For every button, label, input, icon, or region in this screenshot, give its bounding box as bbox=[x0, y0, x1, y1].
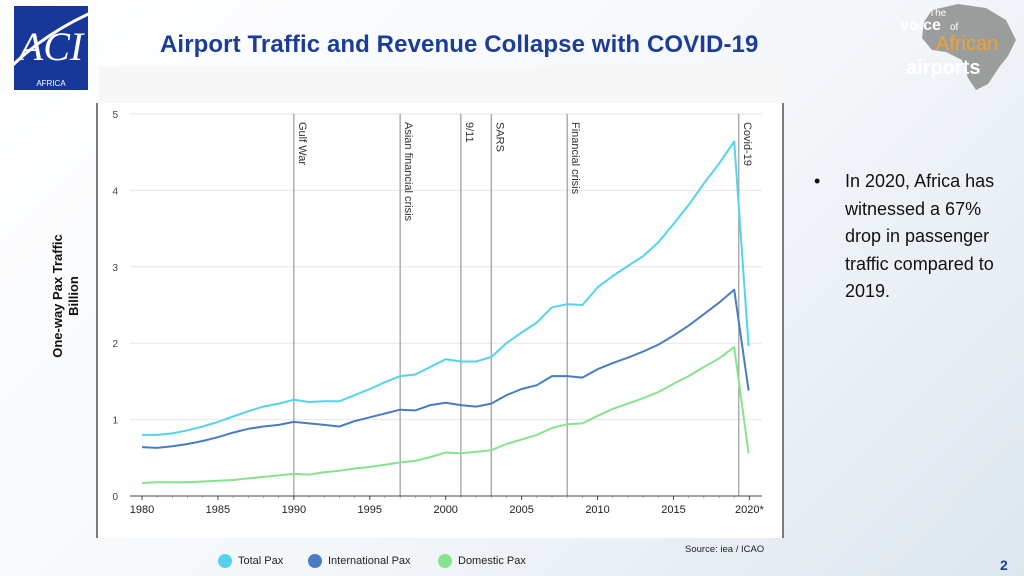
y-axis-label: One-way Pax Traffic Billion bbox=[50, 234, 82, 358]
y-tick-label-2: 2 bbox=[112, 339, 118, 350]
x-tick-label-1995: 1995 bbox=[358, 504, 382, 516]
summary-text: In 2020, Africa has witnessed a 67% drop… bbox=[845, 171, 995, 301]
aci-africa-logo: ACI AFRICA bbox=[4, 6, 103, 90]
series-line-total bbox=[142, 140, 750, 436]
chart-frame bbox=[96, 103, 784, 538]
source-note: Source: iea / ICAO bbox=[685, 544, 765, 555]
y-tick-label-3: 3 bbox=[112, 263, 118, 274]
y-axis-label-line1: One-way Pax Traffic bbox=[50, 234, 65, 358]
x-tick-label-2020*: 2020* bbox=[735, 504, 764, 516]
series-line-domestic bbox=[141, 346, 750, 484]
legend-item-domestic: Domestic Pax bbox=[438, 554, 526, 568]
event-label-3: SARS bbox=[493, 122, 505, 152]
bullet-dot: • bbox=[814, 171, 821, 191]
x-tick-label-2000: 2000 bbox=[433, 504, 457, 516]
legend-label-total: Total Pax bbox=[238, 555, 284, 567]
logo-the-text: The bbox=[929, 8, 947, 19]
y-tick-label-4: 4 bbox=[112, 186, 118, 197]
y-axis-label-line2: Billion bbox=[66, 276, 81, 316]
series-line-international bbox=[141, 288, 750, 449]
legend-dot-international bbox=[308, 554, 322, 568]
legend-dot-domestic bbox=[438, 554, 452, 568]
event-label-2: 9/11 bbox=[463, 122, 475, 143]
logo-voice-text: voice bbox=[900, 17, 941, 34]
logo-african-text: African bbox=[936, 33, 998, 55]
legend-label-domestic: Domestic Pax bbox=[458, 555, 526, 567]
x-tick-label-1980: 1980 bbox=[130, 504, 154, 516]
event-label-0: Gulf War bbox=[296, 122, 308, 165]
logo-of-text: of bbox=[950, 22, 959, 33]
aci-logo-text: ACI bbox=[16, 24, 85, 69]
legend-dot-total bbox=[218, 554, 232, 568]
legend-item-international: International Pax bbox=[308, 554, 411, 568]
x-tick-label-1990: 1990 bbox=[282, 504, 306, 516]
event-label-5: Covid-19 bbox=[741, 122, 753, 166]
legend-label-international: International Pax bbox=[328, 555, 411, 567]
event-label-4: Financial crisis bbox=[569, 122, 581, 195]
aci-logo-subtext: AFRICA bbox=[36, 79, 66, 88]
x-tick-label-2010: 2010 bbox=[585, 504, 609, 516]
x-tick-label-2015: 2015 bbox=[661, 504, 685, 516]
y-tick-label-5: 5 bbox=[112, 110, 118, 121]
x-tick-label-1985: 1985 bbox=[206, 504, 230, 516]
page-number: 2 bbox=[1000, 557, 1008, 573]
y-tick-label-0: 0 bbox=[112, 492, 118, 503]
voice-of-african-airports-logo: The voice of African airports bbox=[900, 4, 1016, 90]
y-tick-label-1: 1 bbox=[112, 416, 118, 427]
page-title: Airport Traffic and Revenue Collapse wit… bbox=[160, 31, 759, 58]
event-label-1: Asian financial crisis bbox=[402, 122, 414, 222]
logo-airports-text: airports bbox=[906, 57, 980, 79]
chart-header-band bbox=[98, 66, 784, 103]
legend-item-total: Total Pax bbox=[218, 554, 283, 568]
x-tick-label-2005: 2005 bbox=[509, 504, 533, 516]
